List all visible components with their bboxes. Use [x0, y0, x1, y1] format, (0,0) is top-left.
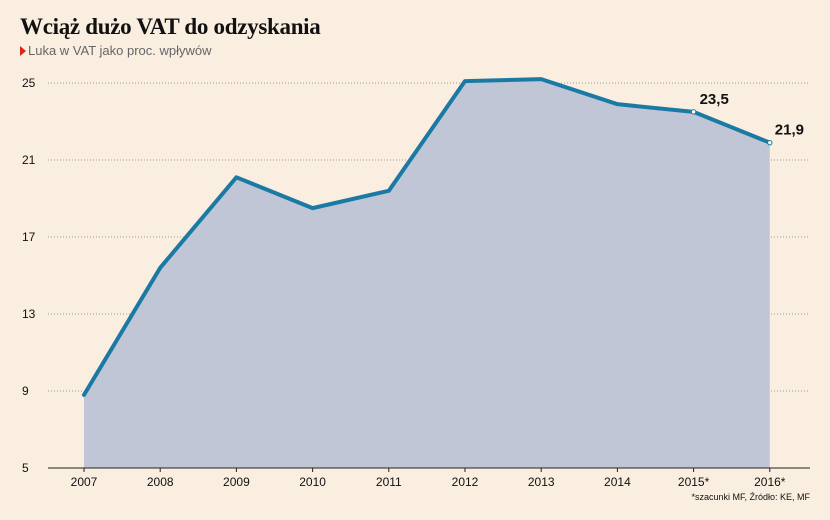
x-tick-label: 2012	[452, 475, 479, 489]
x-tick-label: 2010	[299, 475, 326, 489]
y-tick-label: 5	[22, 461, 29, 475]
x-tick-label: 2016*	[754, 475, 786, 489]
y-tick-label: 25	[22, 76, 36, 90]
chart-title: Wciąż dużo VAT do odzyskania	[20, 14, 321, 39]
y-tick-label: 13	[22, 307, 36, 321]
source-note: *szacunki MF, Źródło: KE, MF	[691, 492, 810, 502]
x-tick-label: 2014	[604, 475, 631, 489]
x-tick-label: 2009	[223, 475, 250, 489]
y-tick-label: 17	[22, 230, 36, 244]
y-tick-label: 9	[22, 384, 29, 398]
x-tick-label: 2011	[376, 475, 402, 489]
y-tick-label: 21	[22, 153, 36, 167]
subtitle-text: Luka w VAT jako proc. wpływów	[28, 43, 212, 58]
series-line	[82, 77, 772, 397]
data-label: 21,9	[775, 122, 804, 139]
chart-subtitle: Luka w VAT jako proc. wpływów	[20, 43, 212, 58]
labeled-point-marker	[690, 109, 697, 115]
area-fill	[84, 79, 770, 469]
x-tick-label: 2008	[147, 475, 174, 489]
x-tick-label: 2013	[528, 475, 555, 489]
red-triangle-marker-icon	[20, 45, 26, 56]
labeled-point-marker	[767, 139, 773, 146]
x-tick-label: 2007	[71, 475, 98, 489]
x-tick-label: 2015*	[678, 475, 710, 489]
data-label: 23,5	[700, 91, 729, 108]
